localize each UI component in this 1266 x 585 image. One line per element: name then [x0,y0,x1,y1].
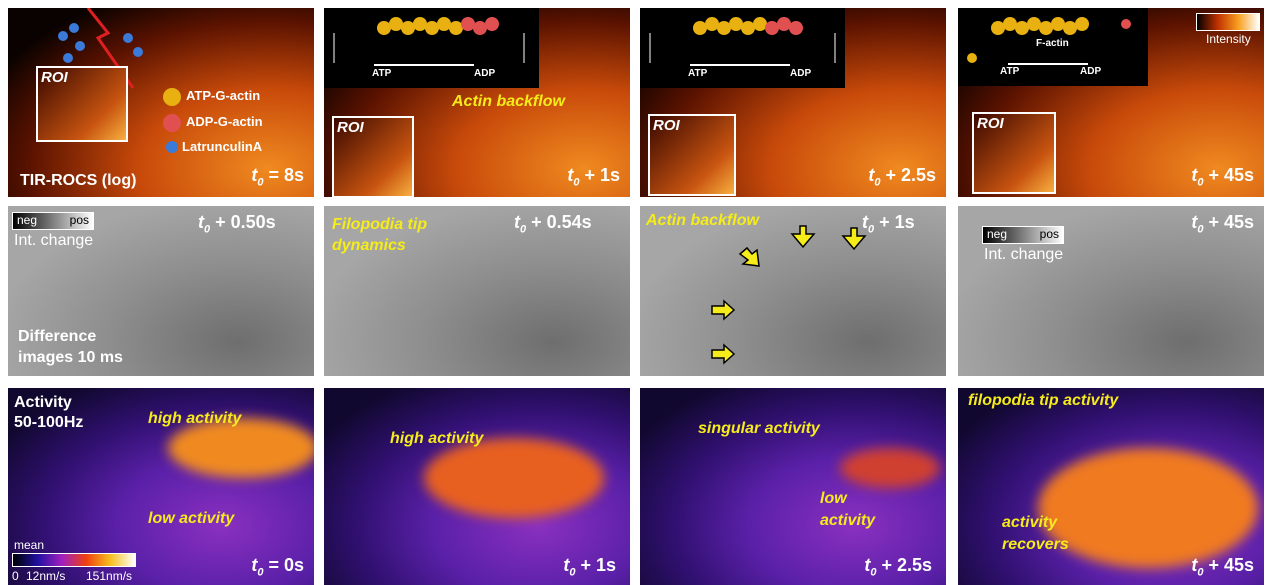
panel: ATP ADP Actin backflow ROI t0 + 1s [324,8,630,197]
annotation: high activity [390,430,483,448]
panel: filopodia tip activity activity recovers… [958,388,1264,585]
time-text: + 2.5s [876,555,932,575]
annotation: low activity [148,510,234,528]
time-label: t0 + 1s [563,555,616,579]
neg-label: neg [987,227,1007,241]
atp-label: ATP [1000,66,1019,77]
pos-label: pos [1040,227,1059,241]
glow [424,438,604,518]
time-label: t0 + 45s [1191,555,1254,579]
neg-label: neg [17,213,37,227]
legend-label: ATP-G-actin [186,88,260,103]
roi-label: ROI [977,115,1004,132]
roi-box: ROI [648,114,736,196]
time-label: t0 + 1s [567,165,620,189]
panel: neg pos Int. change Difference images 10 … [8,206,314,376]
colorbar [12,553,136,567]
scale-title: mean [14,538,44,552]
annotation: activity [820,512,875,530]
figure: ROI ATP-G-actin ADP-G-actin LatrunculinA… [0,0,1266,585]
panel: Actin backflow t0 + 1s [640,206,946,376]
annotation: high activity [148,410,241,428]
panel: ATP ADP ROI t0 + 2.5s [640,8,946,197]
scale-caption: Int. change [14,232,93,250]
panel: Filopodia tip dynamics t0 + 0.54s [324,206,630,376]
annotation: singular activity [698,420,820,438]
annotation: Filopodia tip [332,216,427,234]
time-text: + 0.50s [210,212,276,232]
scale-tick: 0 [12,569,19,583]
panel: Activity 50-100Hz high activity low acti… [8,388,314,585]
scale-tick: 12nm/s [26,569,65,583]
caption: 50-100Hz [14,414,83,432]
time-label: t0 + 0.50s [198,212,276,236]
glow [1038,448,1258,568]
roi-box: ROI [36,66,128,142]
adp-label: ADP [474,68,495,79]
panel: ROI ATP-G-actin ADP-G-actin LatrunculinA… [8,8,314,197]
panel-title: TIR-ROCS (log) [20,172,136,190]
time-text: = 0s [263,555,304,575]
annotation: filopodia tip activity [968,392,1118,410]
legend-label: LatrunculinA [182,139,262,154]
schematic: F-actin ATP ADP [958,8,1148,86]
annotation: activity [1002,514,1057,532]
colorbar-label: Intensity [1206,32,1251,46]
time-text: + 45s [1203,212,1254,232]
panel: F-actin ATP ADP Intensity ROI t0 + 45s [958,8,1264,197]
roi-label: ROI [337,119,364,136]
neg-pos-bar: neg pos [982,226,1064,244]
factin-label: F-actin [1036,38,1069,49]
time-label: t0 + 2.5s [868,165,936,189]
time-label: t0 = 8s [251,165,304,189]
roi-label: ROI [653,117,680,134]
schematic: ATP ADP [640,8,845,88]
time-label: t0 + 45s [1191,165,1254,189]
panel: singular activity low activity t0 + 2.5s [640,388,946,585]
time-text: = 8s [263,165,304,185]
atp-label: ATP [688,68,707,79]
time-label: t0 + 0.54s [514,212,592,236]
panel: high activity t0 + 1s [324,388,630,585]
annotation: low [820,490,847,508]
time-label: t0 + 1s [862,212,915,236]
time-text: + 45s [1203,165,1254,185]
time-text: + 1s [575,555,616,575]
scale-tick: 151nm/s [86,569,132,583]
time-text: + 1s [874,212,915,232]
pos-label: pos [70,213,89,227]
schematic-drawing [324,8,539,88]
caption: Difference [18,328,96,346]
roi-label: ROI [41,69,68,86]
adp-label: ADP [790,68,811,79]
scale-caption: Int. change [984,246,1063,264]
time-label: t0 + 45s [1191,212,1254,236]
annotation: recovers [1002,536,1069,554]
colorbar [1196,13,1260,31]
neg-pos-bar: neg pos [12,212,94,230]
time-text: + 1s [579,165,620,185]
adp-label: ADP [1080,66,1101,77]
roi-box: ROI [972,112,1056,194]
time-label: t0 = 0s [251,555,304,579]
annotation: Actin backflow [452,93,565,111]
roi-box: ROI [332,116,414,197]
annotation: dynamics [332,237,406,255]
time-text: + 0.54s [526,212,592,232]
atp-label: ATP [372,68,391,79]
time-text: + 45s [1203,555,1254,575]
time-label: t0 + 2.5s [864,555,932,579]
time-text: + 2.5s [880,165,936,185]
caption: images 10 ms [18,349,123,367]
legend-label: ADP-G-actin [186,114,263,129]
caption: Activity [14,394,72,412]
panel: neg pos Int. change t0 + 45s [958,206,1264,376]
glow [840,448,940,488]
schematic: ATP ADP [324,8,539,88]
schematic-drawing [640,8,845,88]
